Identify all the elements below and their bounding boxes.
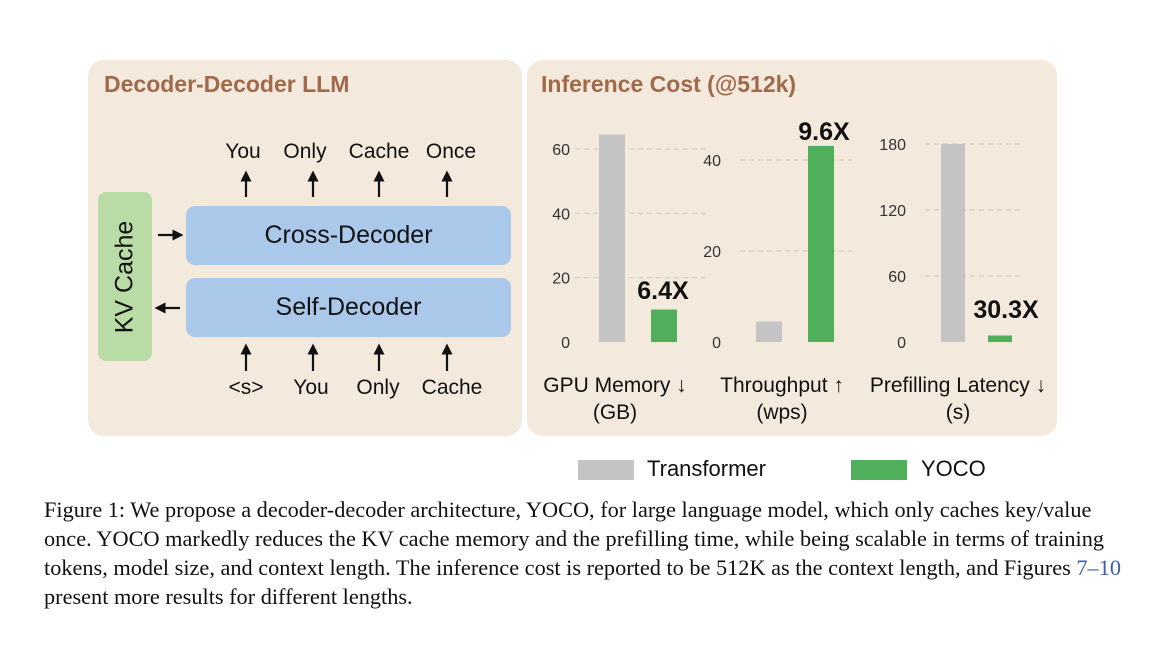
output-token: Cache [348, 140, 410, 163]
y-tick-label: 40 [703, 153, 721, 170]
legend-swatch-transformer [578, 460, 634, 480]
self-decoder-block: Self-Decoder [186, 278, 511, 337]
legend-label-yoco: YOCO [921, 456, 986, 481]
bar-yoco [651, 309, 677, 342]
output-token: Once [425, 140, 477, 163]
input-token: Only [356, 376, 400, 399]
self-decoder-label: Self-Decoder [275, 293, 422, 321]
x-axis-unit: (s) [946, 401, 971, 424]
x-axis-unit: (wps) [756, 401, 807, 424]
figure-reference-link[interactable]: 7–10 [1076, 555, 1121, 580]
figure-caption: Figure 1: We propose a decoder-decoder a… [44, 495, 1124, 611]
y-tick-label: 0 [561, 335, 570, 352]
input-token: <s> [228, 376, 264, 399]
caption-text: Figure 1: We propose a decoder-decoder a… [44, 497, 1105, 580]
input-token: You [293, 376, 329, 399]
cross-decoder-label: Cross-Decoder [264, 221, 433, 249]
x-axis-label: Throughput ↑ [720, 374, 844, 397]
x-axis-unit: (GB) [593, 401, 637, 424]
bar-transformer [599, 134, 625, 342]
speedup-annotation: 30.3X [973, 296, 1039, 324]
cross-decoder-block: Cross-Decoder [186, 206, 511, 265]
legend-label-transformer: Transformer [647, 456, 766, 481]
kv-cache-box: KV Cache [98, 192, 152, 361]
caption-text-end: present more results for different lengt… [44, 584, 413, 609]
y-tick-label: 0 [712, 335, 721, 352]
speedup-annotation: 9.6X [798, 118, 850, 146]
legend-swatch-yoco [851, 460, 907, 480]
x-axis-label: GPU Memory ↓ [543, 374, 687, 397]
speedup-annotation: 6.4X [637, 277, 689, 305]
architecture-title: Decoder-Decoder LLM [104, 71, 350, 97]
output-token: Only [283, 140, 327, 163]
y-tick-label: 180 [879, 137, 906, 154]
bar-yoco [988, 335, 1012, 342]
y-tick-label: 60 [888, 269, 906, 286]
y-tick-label: 60 [552, 142, 570, 159]
y-tick-label: 20 [552, 271, 570, 288]
y-tick-label: 20 [703, 244, 721, 261]
bar-yoco [808, 145, 834, 342]
y-tick-label: 0 [897, 335, 906, 352]
inference-cost-title: Inference Cost (@512k) [541, 71, 797, 97]
input-token: Cache [421, 376, 483, 399]
bar-transformer [756, 321, 782, 342]
output-token: You [225, 140, 261, 163]
y-tick-label: 40 [552, 206, 570, 223]
bar-transformer [941, 144, 965, 342]
x-axis-label: Prefilling Latency ↓ [870, 374, 1046, 397]
y-tick-label: 120 [879, 203, 906, 220]
